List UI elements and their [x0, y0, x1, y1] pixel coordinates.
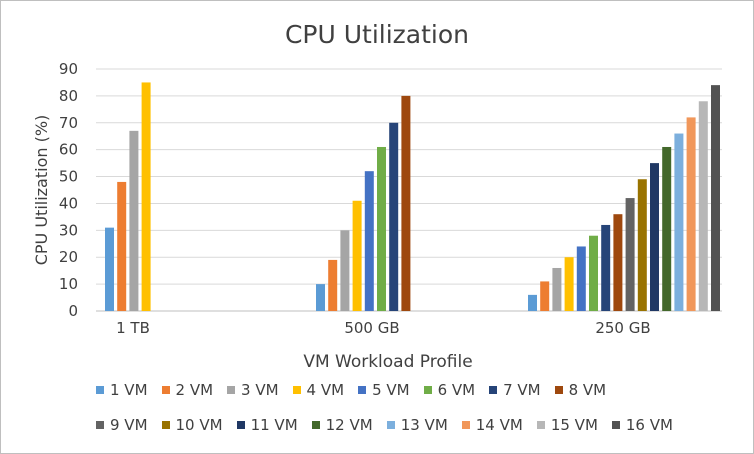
bar	[589, 235, 598, 311]
y-tick-label: 40	[59, 194, 78, 212]
bar	[352, 200, 362, 311]
legend-label: 3 VM	[241, 381, 279, 399]
x-tick-label: 500 GB	[344, 319, 399, 337]
bar	[711, 85, 720, 311]
bar	[650, 163, 659, 311]
legend-swatch	[227, 386, 236, 394]
legend-item: 2 VM	[161, 381, 214, 399]
chart-legend: 1 VM 2 VM 3 VM 4 VM 5 VM 6 VM 7 VM 8 VM 9 VM 10 V…	[96, 381, 696, 451]
bar	[141, 82, 151, 311]
bar	[613, 214, 623, 311]
legend-label: 6 VM	[437, 381, 476, 399]
bar	[674, 133, 684, 311]
bar	[117, 181, 127, 311]
legend-item: 4 VM	[292, 381, 345, 399]
legend-swatch	[292, 386, 301, 394]
bar	[601, 224, 611, 311]
x-tick-label: 1 TB	[116, 319, 150, 337]
legend-swatch	[554, 386, 563, 394]
y-axis-title: CPU Utilization (%)	[32, 115, 51, 266]
legend-item: 7 VM	[489, 381, 541, 399]
legend-swatch	[536, 421, 545, 429]
bar	[129, 130, 139, 311]
bar	[637, 179, 647, 311]
bar	[401, 95, 411, 311]
legend-swatch	[489, 386, 498, 394]
legend-swatch	[386, 421, 395, 429]
legend-label: 8 VM	[568, 381, 607, 399]
legend-swatch	[358, 386, 367, 394]
y-tick-label: 30	[59, 221, 78, 239]
legend-swatch	[611, 421, 620, 429]
legend-swatch	[96, 386, 104, 394]
legend-item: 12 VM	[311, 416, 373, 434]
legend-label: 12 VM	[325, 416, 373, 434]
legend-item: 11 VM	[236, 416, 298, 434]
legend-swatch	[461, 421, 470, 429]
legend-swatch	[423, 386, 432, 394]
bar	[576, 246, 586, 311]
legend-item: 13 VM	[386, 416, 448, 434]
legend-item: 6 VM	[423, 381, 476, 399]
bar	[625, 198, 635, 311]
bar	[540, 281, 550, 311]
legend-item: 15 VM	[536, 416, 598, 434]
legend-item: 14 VM	[461, 416, 523, 434]
bar	[328, 259, 338, 311]
legend-item: 8 VM	[554, 381, 607, 399]
bar	[105, 227, 114, 311]
legend-item: 16 VM	[611, 416, 673, 434]
bar	[698, 101, 708, 312]
x-tick-label: 250 GB	[595, 319, 650, 337]
legend-label: 9 VM	[110, 416, 148, 434]
chart-title: CPU Utilization	[284, 20, 470, 49]
bar	[686, 117, 696, 312]
y-tick-label: 0	[68, 302, 78, 320]
legend-label: 7 VM	[503, 381, 541, 399]
bar	[364, 171, 374, 311]
legend-swatch	[161, 421, 170, 429]
legend-label: 11 VM	[250, 416, 298, 434]
legend-item: 10 VM	[161, 416, 223, 434]
legend-label: 10 VM	[175, 416, 223, 434]
legend-swatch	[161, 386, 170, 394]
legend-label: 2 VM	[175, 381, 214, 399]
y-tick-label: 70	[59, 114, 78, 132]
bar	[662, 146, 672, 311]
legend-swatch	[96, 421, 104, 429]
legend-label: 16 VM	[625, 416, 673, 434]
y-tick-label: 90	[59, 60, 78, 78]
legend-label: 5 VM	[372, 381, 410, 399]
bar	[389, 122, 399, 312]
legend-item: 5 VM	[358, 381, 410, 399]
y-tick-label: 50	[59, 168, 78, 186]
bar	[528, 294, 537, 311]
y-tick-label: 80	[59, 87, 78, 105]
bar	[564, 257, 574, 311]
legend-item: 3 VM	[227, 381, 279, 399]
legend-label: 4 VM	[306, 381, 345, 399]
y-tick-label: 60	[59, 141, 78, 159]
legend-item: 1 VM	[96, 381, 148, 399]
y-tick-label: 10	[59, 275, 78, 293]
bar	[316, 284, 325, 311]
legend-item: 9 VM	[96, 416, 148, 434]
bar	[552, 267, 562, 311]
legend-row: 9 VM 10 VM 11 VM 12 VM 13 VM 14 VM 15 VM 16 VM	[96, 416, 696, 434]
bar	[377, 146, 386, 311]
x-axis-title: VM Workload Profile	[303, 352, 472, 372]
legend-label: 15 VM	[550, 416, 598, 434]
legend-label: 13 VM	[400, 416, 448, 434]
legend-label: 1 VM	[110, 381, 148, 399]
legend-label: 14 VM	[475, 416, 523, 434]
y-tick-label: 20	[59, 248, 78, 266]
bar	[340, 230, 350, 311]
legend-swatch	[236, 421, 245, 429]
legend-row: 1 VM 2 VM 3 VM 4 VM 5 VM 6 VM 7 VM 8 VM	[96, 381, 696, 399]
legend-swatch	[311, 421, 320, 429]
